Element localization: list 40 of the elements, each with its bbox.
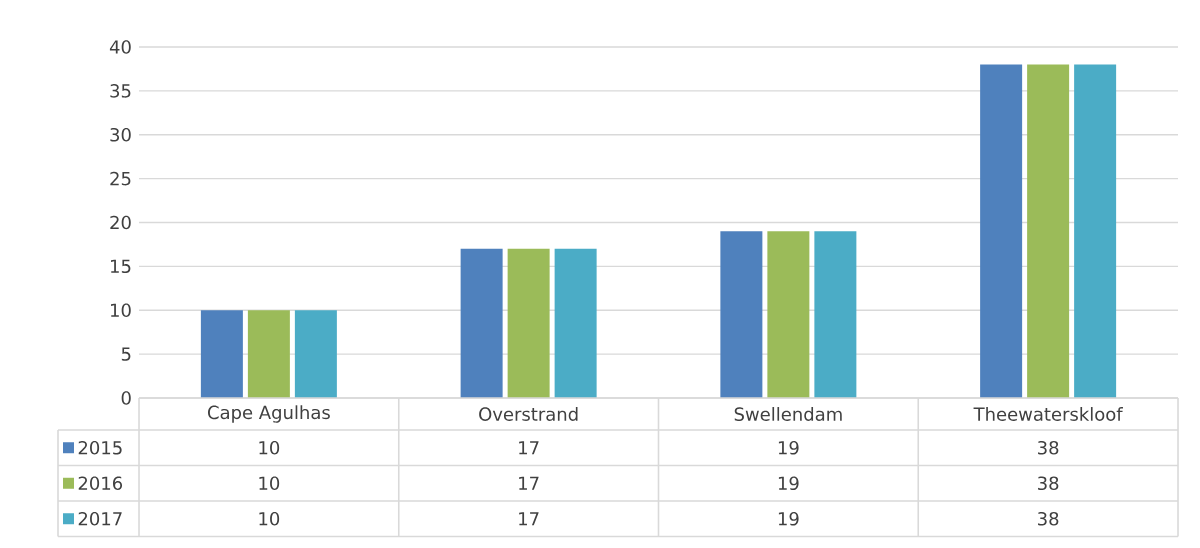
legend-label: 2017 bbox=[78, 511, 122, 526]
bar bbox=[1027, 64, 1070, 399]
legend-label: 2016 bbox=[78, 476, 123, 491]
bar bbox=[720, 231, 763, 399]
bar bbox=[1074, 64, 1117, 399]
data-label: 17 bbox=[519, 476, 539, 490]
y-tick-label: 10 bbox=[111, 303, 131, 318]
bar bbox=[507, 248, 550, 399]
data-label: 38 bbox=[1038, 511, 1059, 526]
x-tick-label: Theewaterskloof bbox=[973, 407, 1123, 421]
bar bbox=[294, 310, 337, 399]
bar bbox=[247, 310, 290, 399]
bar bbox=[460, 248, 503, 399]
legend-label: 2015 bbox=[78, 440, 122, 455]
bar bbox=[554, 248, 597, 399]
bar bbox=[767, 231, 810, 399]
data-label: 19 bbox=[778, 440, 799, 455]
data-label: 10 bbox=[259, 440, 280, 455]
data-label: 17 bbox=[519, 512, 539, 526]
y-tick-label: 20 bbox=[110, 215, 131, 230]
data-label: 38 bbox=[1038, 476, 1059, 491]
x-tick-label: Swellendam bbox=[734, 407, 842, 421]
bar bbox=[980, 64, 1023, 399]
y-tick-label: 0 bbox=[121, 391, 131, 405]
data-label: 10 bbox=[259, 511, 280, 526]
data-label: 17 bbox=[519, 441, 539, 455]
y-tick-label: 15 bbox=[111, 259, 131, 274]
x-tick-label: Overstrand bbox=[479, 407, 578, 421]
y-tick-label: 5 bbox=[121, 347, 131, 361]
data-label: 19 bbox=[778, 476, 799, 491]
bar bbox=[200, 310, 243, 399]
y-tick-label: 30 bbox=[110, 127, 131, 142]
y-tick-label: 25 bbox=[110, 171, 131, 186]
data-label: 38 bbox=[1038, 440, 1059, 455]
x-tick-label: Cape Agulhas bbox=[208, 405, 330, 423]
bar bbox=[814, 231, 857, 399]
data-label: 10 bbox=[259, 476, 280, 491]
y-tick-label: 35 bbox=[110, 84, 131, 98]
data-label: 19 bbox=[778, 511, 799, 526]
y-tick-label: 40 bbox=[109, 40, 131, 54]
